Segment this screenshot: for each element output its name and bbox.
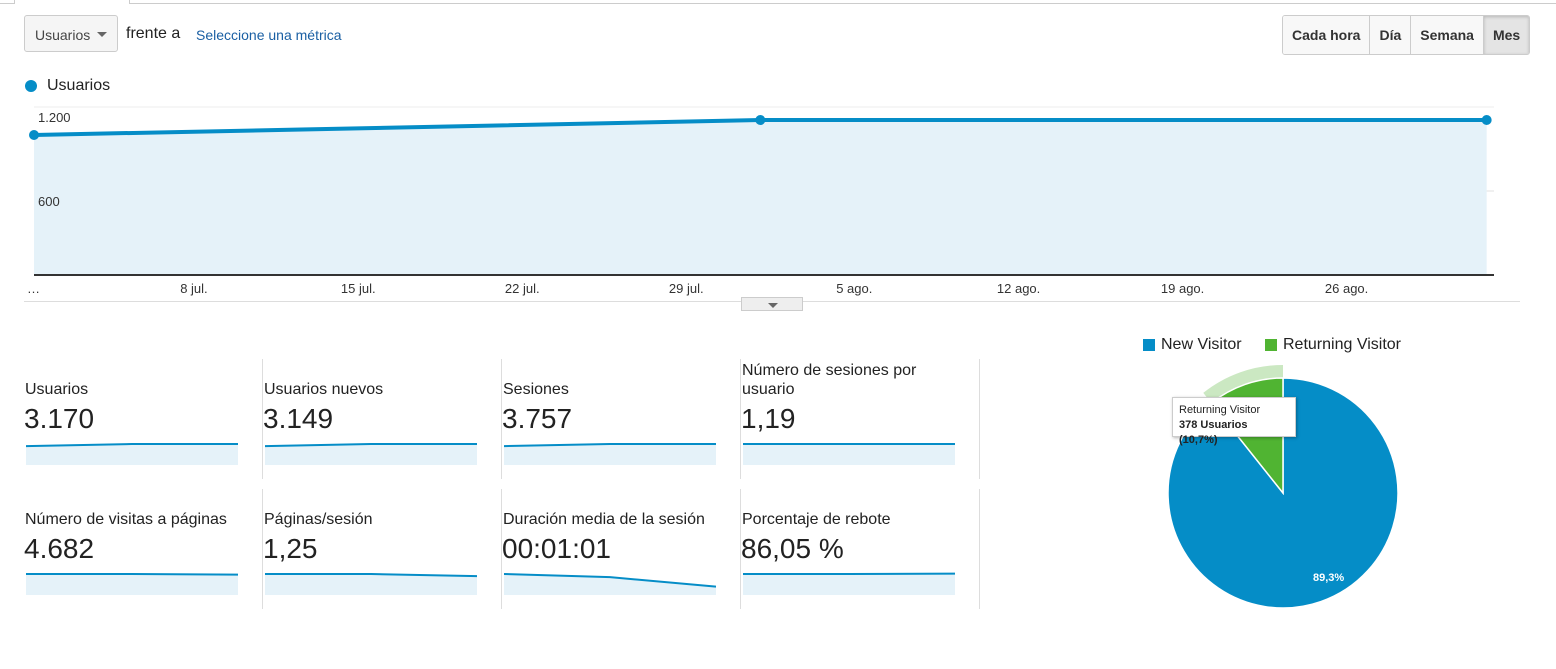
area-fill <box>34 120 1487 276</box>
data-point[interactable] <box>755 115 766 126</box>
day-button[interactable]: Día <box>1370 16 1412 54</box>
metric-value: 86,05 % <box>741 533 844 564</box>
metric-card[interactable]: Número de sesiones por usuario 1,19 <box>741 359 980 479</box>
metric-label: Páginas/sesión <box>264 511 373 528</box>
series-dot-icon <box>25 80 37 92</box>
sparkline <box>504 573 716 595</box>
week-button[interactable]: Semana <box>1411 16 1484 54</box>
x-tick: 5 ago. <box>836 281 873 296</box>
metric-label: Duración media de la sesión <box>503 511 705 528</box>
expand-chart-handle[interactable] <box>741 297 803 311</box>
metric-value: 3.149 <box>263 403 334 434</box>
legend-label: Returning Visitor <box>1283 336 1401 353</box>
metric-label: Porcentaje de rebote <box>742 511 891 528</box>
line-chart <box>29 106 1494 276</box>
sparkline-line <box>265 573 477 578</box>
slice-label: 89,3% <box>1313 572 1344 584</box>
chart-legend: Usuarios <box>25 77 110 95</box>
sparkline-fill <box>26 444 238 465</box>
x-tick: 8 jul. <box>180 281 208 296</box>
sparkline-fill <box>504 574 716 595</box>
sparkline-fill <box>743 444 955 465</box>
metric-label: Usuarios nuevos <box>264 381 384 398</box>
metric-value: 3.757 <box>502 403 573 434</box>
sparkline-fill <box>265 574 477 595</box>
metric-card[interactable]: Duración media de la sesión 00:01:01 <box>502 489 741 609</box>
metric-select[interactable]: Usuarios <box>24 15 118 52</box>
metric-card[interactable]: Páginas/sesión 1,25 <box>263 489 502 609</box>
legend-returning-visitor: Returning Visitor <box>1265 336 1401 354</box>
sparkline-line <box>26 443 238 448</box>
data-point[interactable] <box>29 130 39 140</box>
legend-new-visitor: New Visitor <box>1143 336 1242 354</box>
sparkline-line <box>504 573 716 588</box>
select-metric-link[interactable]: Seleccione una métrica <box>196 27 342 43</box>
tab-bar-border <box>0 3 1556 4</box>
metric-card[interactable]: Porcentaje de rebote 86,05 % <box>741 489 980 609</box>
pie-tooltip: Returning Visitor 378 Usuarios (10,7%) <box>1172 397 1296 446</box>
sparkline <box>265 573 477 595</box>
x-tick: 22 jul. <box>504 281 540 296</box>
granularity-buttons: Cada hora Día Semana Mes <box>1282 15 1531 55</box>
active-tab[interactable] <box>14 0 130 4</box>
x-tick: 26 ago. <box>1324 281 1369 296</box>
metric-value: 3.170 <box>24 403 95 434</box>
sparkline <box>743 572 955 595</box>
sparkline-line <box>26 573 238 576</box>
x-tick: 12 ago. <box>996 281 1041 296</box>
sparkline <box>26 443 238 465</box>
metric-select-value: Usuarios <box>35 27 91 43</box>
legend-swatch-icon <box>1265 339 1277 351</box>
x-tick: 29 jul. <box>668 281 704 296</box>
sparkline-fill <box>504 444 716 465</box>
tooltip-title: Returning Visitor <box>1179 404 1261 416</box>
sparkline-fill <box>265 444 477 465</box>
data-point[interactable] <box>1481 115 1492 126</box>
versus-label: frente a <box>126 25 181 42</box>
metric-label: Usuarios <box>25 381 89 398</box>
sparkline <box>265 443 477 465</box>
metric-value: 1,25 <box>263 533 318 564</box>
metric-card[interactable]: Usuarios nuevos 3.149 <box>263 359 502 479</box>
x-tick: … <box>27 281 40 296</box>
legend-label: New Visitor <box>1161 336 1242 353</box>
sparkline <box>26 573 238 595</box>
month-button[interactable]: Mes <box>1483 16 1530 54</box>
tooltip-value: 378 Usuarios (10,7%) <box>1179 419 1248 446</box>
sparkline-fill <box>26 574 238 595</box>
chevron-down-icon <box>768 303 778 308</box>
metric-value: 00:01:01 <box>502 533 611 564</box>
legend-swatch-icon <box>1143 339 1155 351</box>
sparkline-line <box>504 443 716 448</box>
x-tick: 19 ago. <box>1160 281 1205 296</box>
x-tick: 15 jul. <box>340 281 376 296</box>
metric-card[interactable]: Usuarios 3.170 <box>24 359 263 479</box>
metric-label: Número de visitas a páginas <box>25 511 227 528</box>
y-tick-600: 600 <box>38 194 60 209</box>
metric-value: 1,19 <box>741 403 796 434</box>
metric-label: Sesiones <box>503 381 569 398</box>
legend-label: Usuarios <box>47 77 111 94</box>
y-tick-1200: 1.200 <box>38 110 71 125</box>
sparkline-fill <box>743 573 955 595</box>
metric-label: Número de sesiones por usuario <box>742 362 917 398</box>
sparkline <box>504 443 716 465</box>
sparkline <box>743 443 955 465</box>
metric-card[interactable]: Número de visitas a páginas 4.682 <box>24 489 263 609</box>
sparkline-line <box>265 443 477 448</box>
hourly-button[interactable]: Cada hora <box>1283 16 1371 54</box>
metric-card[interactable]: Sesiones 3.757 <box>502 359 741 479</box>
metric-value: 4.682 <box>24 533 95 564</box>
chevron-down-icon <box>97 32 107 37</box>
